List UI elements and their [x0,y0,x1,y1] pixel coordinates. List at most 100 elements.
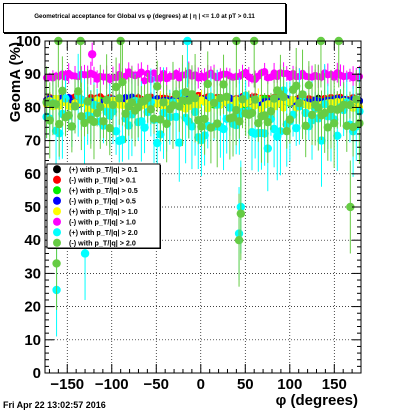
data-point [200,114,209,124]
legend-marker [53,175,61,184]
y-tick-label: 60 [24,166,41,183]
x-tick-label: −50 [144,376,169,393]
data-point [89,117,99,127]
data-point [222,92,231,102]
data-point [317,136,326,145]
data-point [108,100,118,110]
data-point [260,111,269,120]
data-point [190,94,200,103]
data-point [216,93,225,103]
data-point [149,114,159,123]
data-point [140,77,149,85]
data-point [184,96,193,105]
data-point [152,138,162,148]
chart-title: Geometrical acceptance for Global vs φ (… [34,13,255,20]
y-tick-label: 80 [24,99,41,116]
legend-marker [53,196,61,205]
data-point [73,87,83,96]
legend-label: (+) with p_T/|q| > 0.5 [69,186,138,195]
data-point [92,108,102,118]
data-point [292,123,301,133]
data-point [168,101,178,110]
data-point [352,95,361,104]
data-point [197,122,206,131]
data-point [105,123,114,133]
data-point [236,209,246,218]
data-point [307,110,317,120]
data-point [323,123,333,132]
data-point [346,202,355,212]
legend-marker [53,228,61,237]
x-tick-label: 0 [197,376,205,393]
chart-title-box: Geometrical acceptance for Global vs φ (… [3,3,286,33]
data-point [234,236,244,245]
data-point [228,113,238,122]
data-point [285,115,295,124]
y-tick-label: 10 [24,332,41,349]
data-point [187,122,197,131]
data-point [159,98,168,107]
data-point [342,121,351,131]
data-point [87,50,97,59]
data-point [64,110,73,120]
data-point [80,118,89,128]
data-point [80,249,90,258]
data-point [298,90,307,99]
data-point [231,105,241,115]
data-point [263,117,272,127]
data-point [118,135,127,144]
y-tick-label: 30 [24,265,41,282]
data-point [175,138,184,147]
data-point [146,105,156,114]
data-point [96,102,105,112]
legend: (+) with p_T/|q| > 0.1(-) with p_T/|q| >… [46,163,161,249]
y-tick-label: 0 [33,365,41,382]
y-tick-label: 40 [24,232,41,249]
data-point [121,109,130,118]
data-point [206,123,216,132]
legend-label: (-) with p_T/|q| > 0.5 [69,196,136,205]
legend-marker [53,165,61,174]
data-point [247,108,257,118]
legend-label: (+) with p_T/|q| > 0.1 [69,165,138,174]
y-tick-label: 20 [24,299,41,316]
x-tick-label: 150 [322,376,347,393]
data-point [301,121,310,131]
data-point [178,96,187,105]
x-tick-label: −100 [95,376,129,393]
data-point [83,97,92,106]
y-tick-label: 90 [24,66,41,83]
x-tick-label: −150 [50,376,84,393]
data-point [52,259,61,268]
data-point [42,98,51,107]
data-point [127,98,137,107]
legend-marker [53,217,61,226]
data-point [348,122,358,132]
data-point [171,112,181,122]
data-point [143,93,152,103]
data-point [111,127,121,136]
data-point [333,131,342,140]
data-point [339,100,348,109]
x-axis-title: φ (degrees) [276,392,358,409]
data-point [45,116,54,125]
y-tick-label: 50 [24,199,41,216]
data-point [269,94,279,103]
legend-label: (-) with p_T/|q| > 0.1 [69,175,136,184]
data-point [140,123,149,132]
data-point [111,82,121,92]
data-point [238,95,247,104]
data-point [279,92,288,102]
data-point [102,95,111,105]
data-point [58,86,67,96]
data-point [269,124,279,134]
data-point [152,82,162,91]
legend-label: (+) with p_T/|q| > 2.0 [69,228,138,237]
data-point [70,102,80,111]
data-point [162,119,171,128]
data-point [51,100,61,109]
data-point [266,107,276,116]
data-point [115,94,124,103]
data-point [250,95,260,104]
y-tick-label: 70 [24,133,41,150]
